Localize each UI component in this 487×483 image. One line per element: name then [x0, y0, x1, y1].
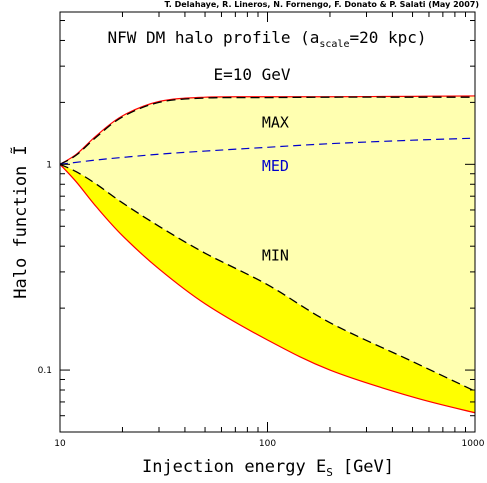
- y-tick-label: 0.1: [38, 366, 52, 376]
- chart-title: NFW DM halo profile (ascale=20 kpc): [107, 28, 426, 50]
- x-tick-label: 10: [54, 439, 66, 449]
- min-label: MIN: [262, 247, 289, 265]
- med-curve-line: [60, 137, 475, 165]
- y-tick-label: 1: [46, 160, 52, 170]
- credit-line: T. Delahaye, R. Lineros, N. Fornengo, F.…: [164, 0, 479, 9]
- med-label: MED: [262, 157, 289, 175]
- x-tick-label: 100: [259, 439, 276, 449]
- y-axis-label: Halo function Ĩ: [9, 145, 31, 299]
- inner-band-area: [60, 164, 475, 413]
- x-tick-label: 1000: [462, 439, 485, 449]
- max-curve-line: [60, 96, 475, 165]
- min-curve-line: [60, 163, 475, 392]
- outer-band-area: [60, 95, 475, 413]
- energy-label: E=10 GeV: [213, 65, 290, 84]
- x-axis-label: Injection energy ES [GeV]: [142, 457, 394, 479]
- lower-envelope-line: [60, 163, 475, 414]
- plot-frame: [59, 11, 476, 433]
- max-label: MAX: [262, 113, 289, 131]
